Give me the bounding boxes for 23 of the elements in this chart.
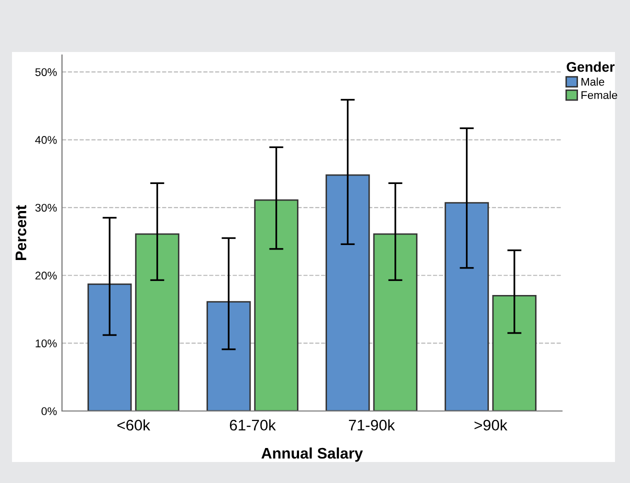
x-tick-label: 61-70k [230,419,276,431]
y-axis-title: Percent [16,205,26,260]
y-tick-label: 40% [35,136,57,144]
y-tick-label: 20% [35,272,57,280]
bar [254,199,298,411]
bar [87,284,132,411]
bar [492,295,537,411]
y-tick-label: 0% [42,407,57,416]
bar [373,233,418,411]
legend-title: Gender [566,62,615,72]
x-axis-title: Annual Salary [261,447,363,462]
bar [135,233,180,411]
legend-label: Male [582,78,604,86]
x-tick-label: >90k [474,419,508,431]
bar [326,174,370,411]
bar [444,202,489,411]
y-tick-label: 10% [36,339,57,348]
legend-label: Female [582,90,618,100]
y-tick-label: 50% [35,68,57,76]
x-tick-label: 71-90k [348,419,395,431]
x-tick-label: <60k [117,419,150,431]
bar [206,301,251,411]
y-tick-label: 30% [35,204,57,212]
